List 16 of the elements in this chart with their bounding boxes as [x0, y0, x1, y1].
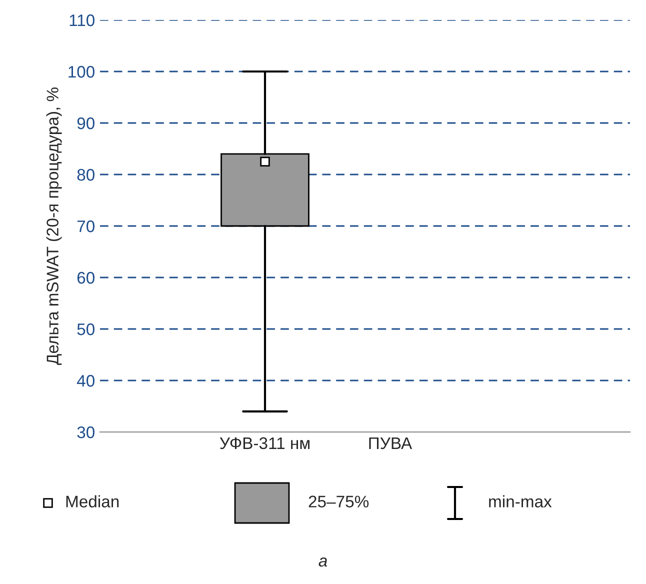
y-tick-label: 80 — [77, 168, 94, 181]
text: 25–75% — [308, 496, 369, 508]
x-tick-label: ПУВА — [369, 437, 412, 450]
y-tick-label: 100 — [68, 66, 94, 78]
y-tick-label: 70 — [77, 220, 94, 232]
y-tick-label: 40 — [76, 374, 94, 387]
text: Median — [66, 495, 119, 508]
text: а — [318, 558, 328, 567]
y-tick-label: 60 — [77, 272, 94, 284]
y-tick-label: 110 — [70, 14, 94, 26]
y-axis-title: Дельта mSWAT (20-я процедура), % — [46, 88, 62, 365]
y-tick-label: 30 — [77, 426, 94, 438]
y-tick-label: 90 — [77, 117, 94, 130]
text: min-max — [489, 495, 552, 508]
x-tick-label: УФВ-311 нм — [220, 437, 310, 450]
y-tick-label: 50 — [77, 323, 94, 336]
